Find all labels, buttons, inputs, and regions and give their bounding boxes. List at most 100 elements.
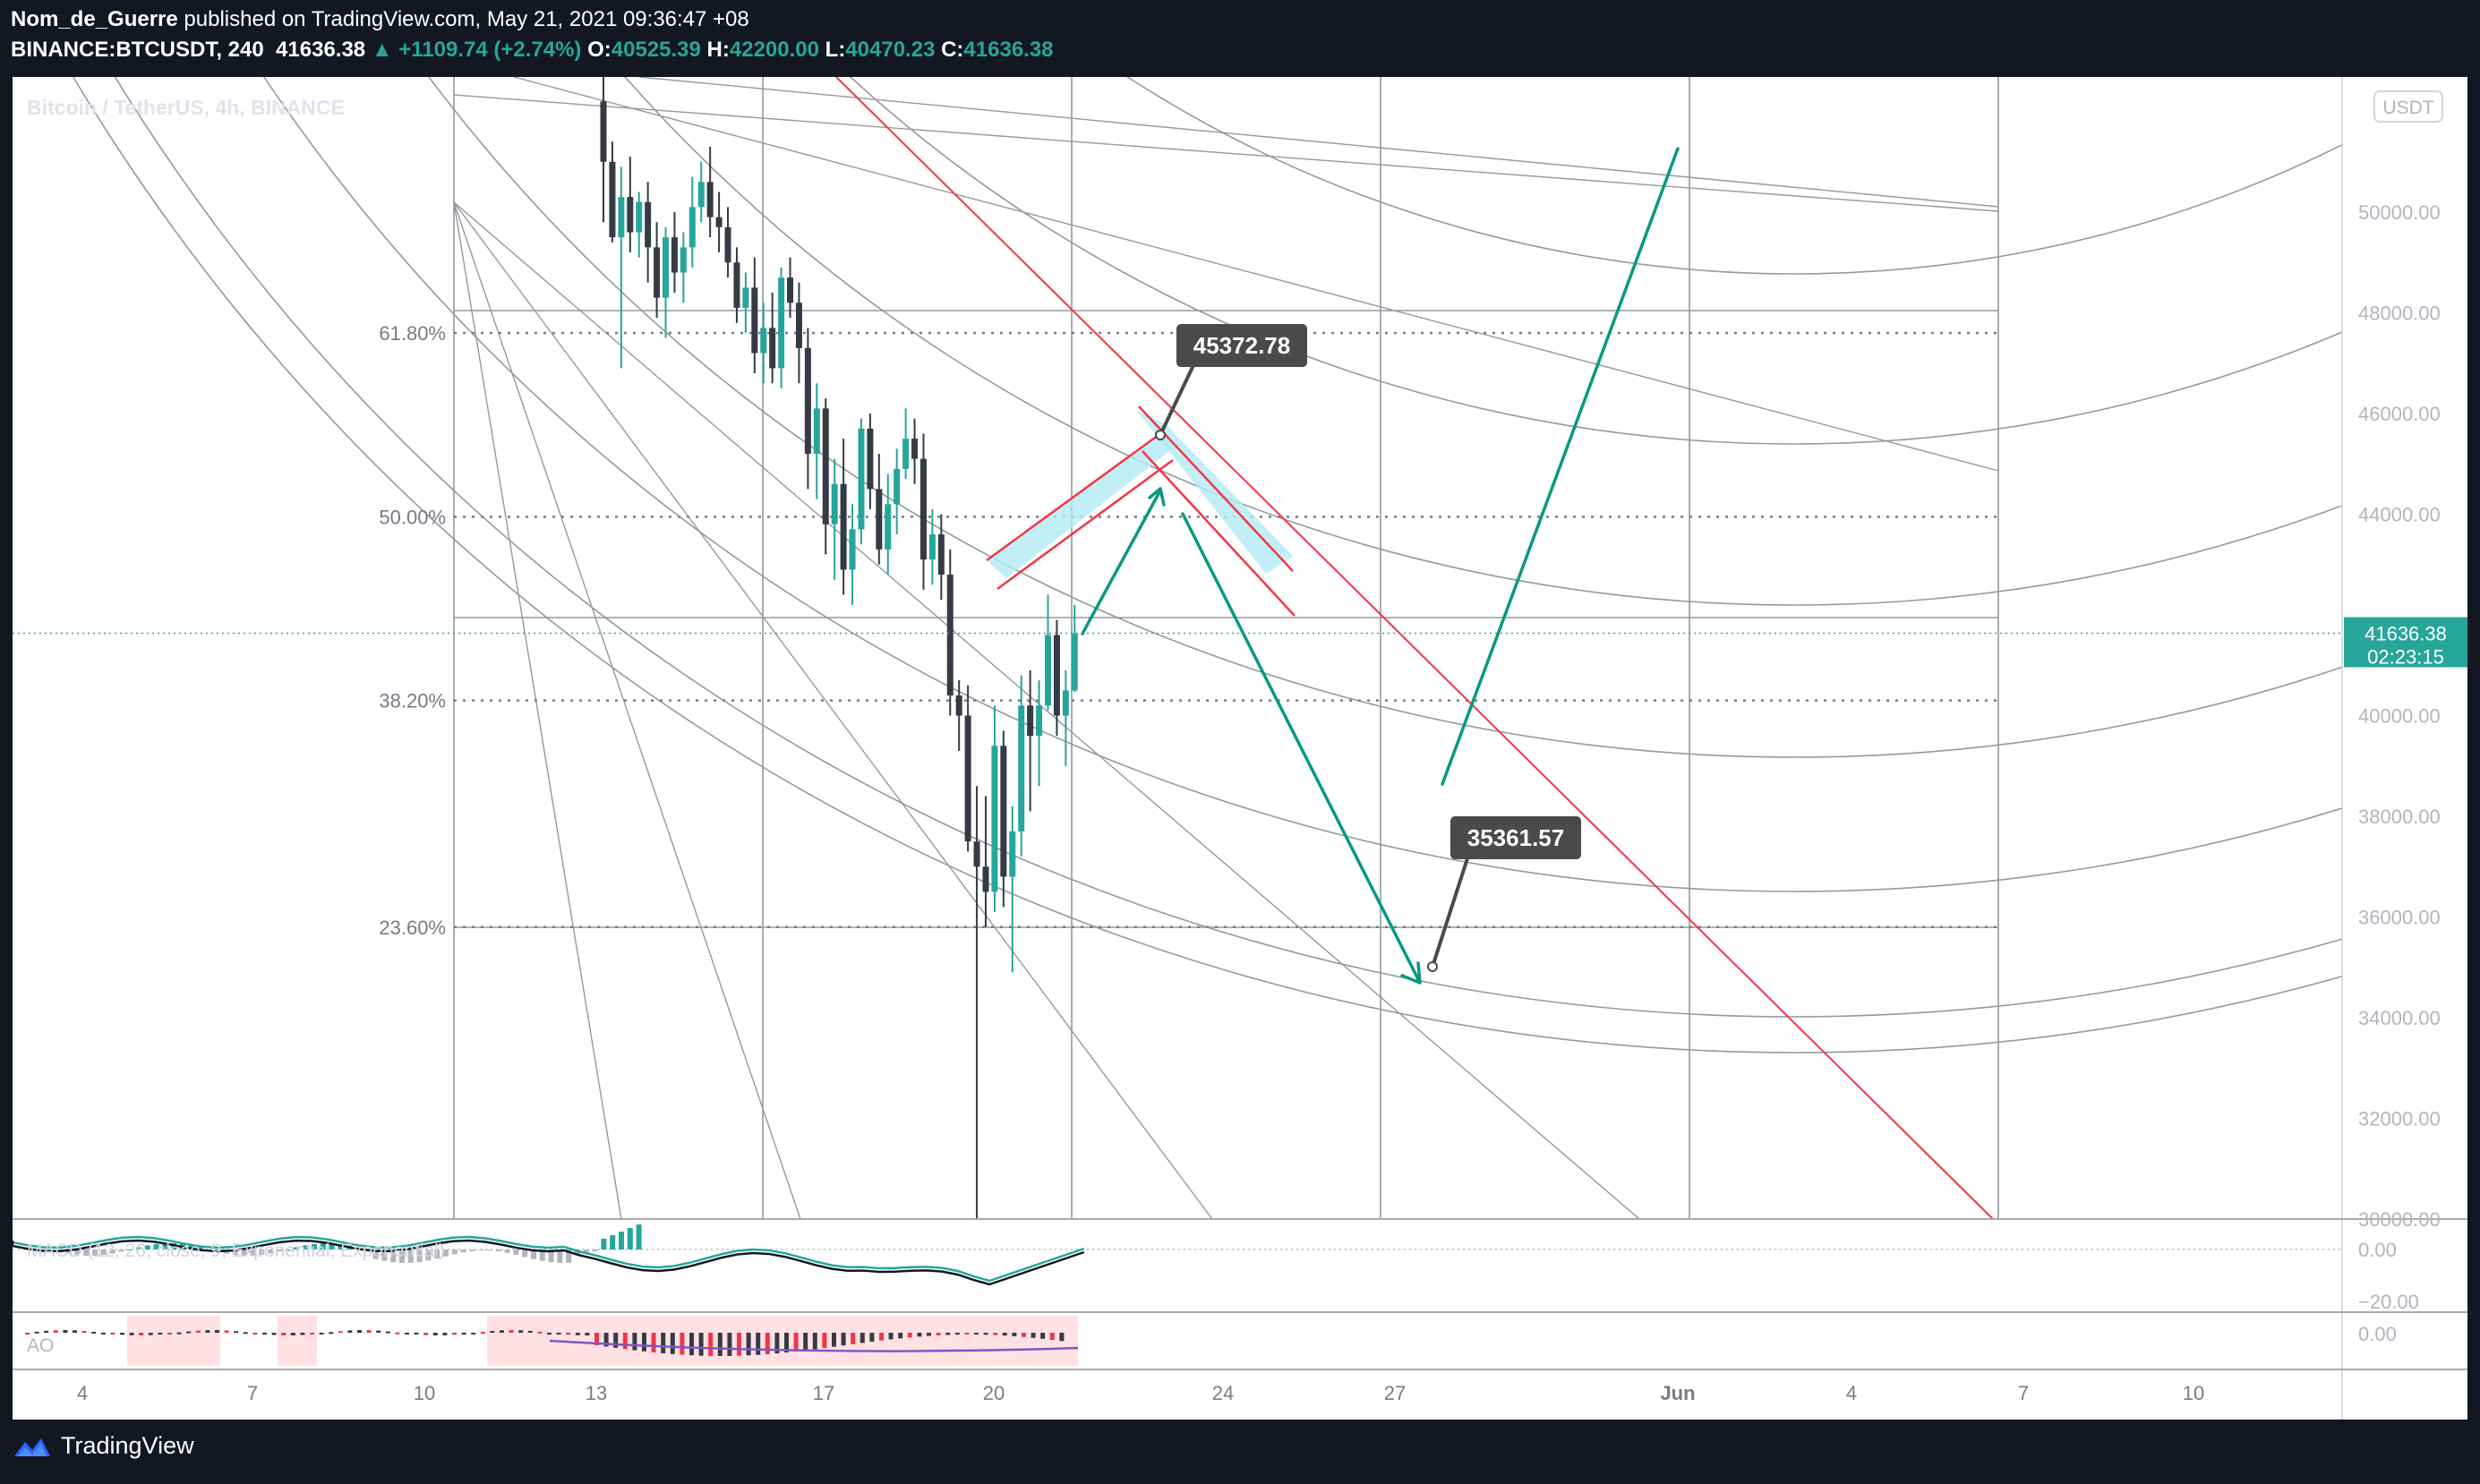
macd-pane: MACD (12, 26, close, 9, Exponential, Exp… (13, 1224, 2342, 1286)
ao-bar (471, 1333, 476, 1335)
ao-bar (680, 1333, 685, 1355)
close-value: 41636.38 (963, 38, 1054, 62)
ao-bar (63, 1330, 68, 1333)
ao-bar (1059, 1333, 1065, 1342)
macd-histogram-bar (566, 1249, 572, 1263)
macd-histogram-bar (268, 1249, 273, 1254)
ao-bar (898, 1333, 903, 1339)
projection-leg-up-2 (1441, 147, 1680, 786)
candle-body (849, 529, 856, 570)
candle-body (973, 841, 980, 867)
projection-arrowhead-1 (1148, 487, 1166, 507)
author-name[interactable]: Nom_de_Guerre (11, 7, 178, 31)
ao-bar (1049, 1333, 1055, 1341)
candle-body (867, 428, 874, 490)
macd-histogram-bar (592, 1249, 598, 1252)
ao-bar (395, 1332, 400, 1335)
macd-histogram-bar (495, 1249, 501, 1252)
ao-bar (1022, 1333, 1026, 1337)
candle-body (919, 458, 927, 560)
price-chart[interactable]: 61.80% 50.00% 38.20% 23.60% 45372.78 35361.57… (13, 77, 2467, 1420)
candle-body (697, 182, 705, 208)
tradingview-brand[interactable]: TradingView (13, 1432, 194, 1460)
ao-bar (139, 1333, 144, 1335)
candle-body (742, 287, 749, 308)
ao-bar (964, 1333, 970, 1335)
callout-high-anchor (1155, 430, 1166, 440)
ao-bar (954, 1333, 960, 1335)
candle-body (706, 182, 714, 217)
ao-bar (452, 1333, 457, 1335)
macd-histogram-bar (109, 1249, 115, 1254)
fib-level-label-0: 61.80% (379, 322, 446, 345)
ao-bar (594, 1333, 599, 1345)
candle-body (946, 575, 954, 695)
close-label: C: (941, 38, 964, 62)
candle-body (795, 303, 802, 348)
ao-bar (585, 1333, 590, 1335)
ao-bar (357, 1330, 362, 1333)
ao-bar (252, 1333, 258, 1335)
macd-histogram-bar (478, 1249, 484, 1251)
ao-bar (859, 1333, 865, 1343)
candle-body (876, 489, 883, 550)
projection-leg-down (1181, 512, 1420, 981)
candle-body (1036, 705, 1043, 736)
main-pane: 61.80% 50.00% 38.20% 23.60% 45372.78 35361.57 (73, 77, 2342, 1219)
ao-bar (869, 1333, 875, 1343)
tradingview-logo-icon (14, 1437, 50, 1456)
macd-histogram-bar (92, 1249, 98, 1256)
last-price-axis-label: 41636.38 (2365, 622, 2447, 644)
ao-bar (405, 1333, 409, 1335)
macd-histogram-bar (407, 1249, 414, 1263)
ao-bar (158, 1333, 163, 1335)
ao-bar (148, 1333, 153, 1335)
ao-bar (53, 1330, 58, 1333)
candle-body (1000, 746, 1007, 877)
ao-bar (509, 1330, 514, 1333)
macd-histogram-bar (171, 1243, 177, 1249)
countdown-label: 02:23:15 (2367, 645, 2444, 668)
ao-bar (1030, 1333, 1036, 1338)
ao-bar (793, 1333, 799, 1352)
ao-bar (281, 1333, 286, 1335)
macd-histogram-bar (425, 1249, 432, 1261)
ao-bar (1040, 1333, 1046, 1339)
ao-bar (442, 1333, 448, 1335)
y-tick-label-10: 50000.00 (2358, 201, 2441, 224)
currency-label: USDT (2382, 98, 2433, 118)
ao-bar (310, 1333, 314, 1335)
ao-bar (746, 1333, 751, 1356)
macd-tick-0: 0.00 (2358, 1239, 2397, 1261)
candle-body (840, 483, 847, 570)
ao-highlight-1 (278, 1316, 317, 1366)
ao-bar (110, 1333, 115, 1335)
macd-histogram-bar (434, 1249, 440, 1259)
x-tick-label-10: 7 (2018, 1382, 2029, 1404)
gann-ray-2 (453, 201, 801, 1219)
macd-histogram-bar (548, 1249, 554, 1263)
macd-tick-1: −20.00 (2358, 1291, 2419, 1313)
ao-bar (832, 1333, 836, 1347)
ao-bar (167, 1333, 172, 1335)
macd-histogram-bar (83, 1249, 90, 1256)
fib-level-label-1: 50.00% (379, 506, 446, 528)
gann-arc-3 (428, 77, 2342, 758)
macd-histogram-bar (285, 1249, 291, 1250)
macd-histogram-bar (197, 1247, 203, 1249)
x-tick-label-6: 24 (1212, 1382, 1234, 1404)
ao-label: AO (27, 1335, 54, 1356)
callout-high-pointer (1159, 362, 1196, 436)
ao-bar (917, 1333, 922, 1337)
y-tick-label-1: 32000.00 (2358, 1108, 2441, 1130)
ao-bar (120, 1333, 124, 1335)
y-tick-label-9: 48000.00 (2358, 303, 2441, 325)
candle-body (831, 483, 838, 525)
macd-histogram-bar (65, 1249, 72, 1254)
callout-low-anchor (1427, 961, 1438, 972)
candle-body (1071, 633, 1078, 691)
macd-histogram-bar (320, 1243, 326, 1249)
macd-histogram-bar (250, 1249, 256, 1256)
chart-frame: 61.80% 50.00% 38.20% 23.60% 45372.78 35361.57… (13, 77, 2467, 1420)
x-tick-label-0: 4 (77, 1382, 88, 1404)
